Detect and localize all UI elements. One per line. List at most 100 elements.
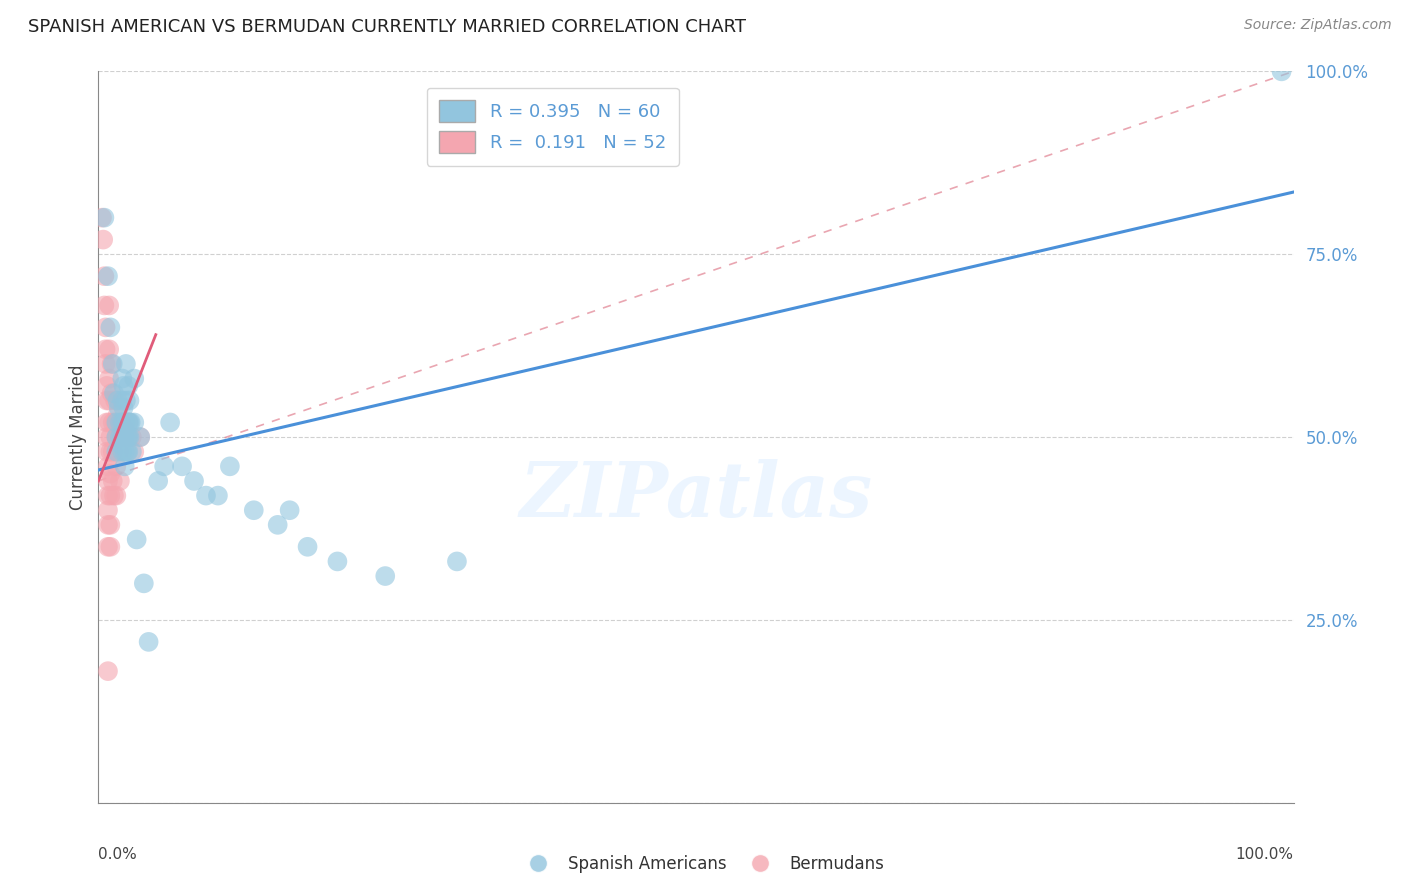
Point [114,459,136,474]
Point [124,444,146,458]
Point [115,430,138,444]
Point [112,401,135,415]
Point [96,444,118,458]
Point [118,416,141,430]
Point [278,503,301,517]
Text: 100.0%: 100.0% [1236,847,1294,862]
Point [111,393,134,408]
Text: SPANISH AMERICAN VS BERMUDAN CURRENTLY MARRIED CORRELATION CHART: SPANISH AMERICAN VS BERMUDAN CURRENTLY M… [28,18,747,36]
Point [101,357,124,371]
Point [96,379,118,393]
Point [125,533,148,547]
Text: ZIPatlas: ZIPatlas [519,458,873,533]
Point [118,430,141,444]
Point [98,517,122,532]
Point [138,635,160,649]
Point [104,416,127,430]
Point [105,416,128,430]
Point [111,416,134,430]
Point [98,416,121,430]
Point [115,357,138,371]
Point [103,386,125,401]
Point [267,517,290,532]
Point [98,540,122,554]
Y-axis label: Currently Married: Currently Married [69,364,87,510]
Point [124,416,146,430]
Point [98,444,122,458]
Point [124,371,146,385]
Point [194,489,217,503]
Point [112,379,135,393]
Point [94,320,117,334]
Point [183,474,205,488]
Point [107,401,129,415]
Point [207,489,229,503]
Point [97,474,120,488]
Point [110,437,132,451]
Point [129,430,152,444]
Point [91,233,114,247]
Point [97,489,120,503]
Point [97,459,120,474]
Point [374,569,396,583]
Point [111,430,134,444]
Point [93,298,115,312]
Point [120,416,142,430]
Point [117,430,139,444]
Point [446,554,468,568]
Point [105,444,128,458]
Point [297,540,319,554]
Point [108,416,131,430]
Point [94,357,117,371]
Point [93,269,115,284]
Point [97,540,120,554]
Point [111,430,134,444]
Point [98,343,121,357]
Legend: Spanish Americans, Bermudans: Spanish Americans, Bermudans [515,848,891,880]
Point [153,459,176,474]
Point [117,416,139,430]
Point [103,489,125,503]
Point [97,517,120,532]
Point [107,408,129,422]
Point [108,430,131,444]
Point [132,576,155,591]
Point [108,474,131,488]
Point [117,379,139,393]
Point [111,444,134,458]
Point [243,503,266,517]
Text: 0.0%: 0.0% [98,847,138,862]
Point [159,416,181,430]
Point [101,474,124,488]
Point [98,393,121,408]
Point [98,430,122,444]
Point [101,416,124,430]
Point [96,393,118,408]
Point [121,444,143,458]
Point [112,416,135,430]
Point [114,423,136,437]
Point [115,393,138,408]
Point [96,416,118,430]
Point [110,416,132,430]
Point [107,393,129,408]
Point [107,430,129,444]
Point [114,444,136,458]
Point [105,430,128,444]
Point [91,211,114,225]
Point [148,474,170,488]
Point [98,298,121,312]
Point [105,459,128,474]
Point [114,430,136,444]
Point [100,357,122,371]
Legend: R = 0.395   N = 60, R =  0.191   N = 52: R = 0.395 N = 60, R = 0.191 N = 52 [426,87,679,166]
Point [117,416,139,430]
Point [98,489,122,503]
Point [107,444,129,458]
Point [115,416,138,430]
Point [104,393,127,408]
Point [326,554,349,568]
Point [1271,64,1294,78]
Point [94,343,117,357]
Point [98,467,122,481]
